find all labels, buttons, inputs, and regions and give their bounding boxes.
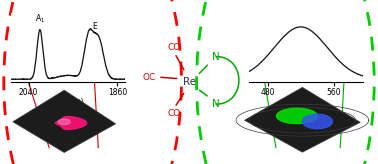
Polygon shape — [55, 117, 87, 129]
Polygon shape — [245, 87, 360, 152]
Text: N: N — [212, 52, 220, 62]
Polygon shape — [302, 114, 332, 129]
Polygon shape — [58, 119, 70, 125]
Text: CO: CO — [167, 109, 181, 118]
Text: E: E — [92, 22, 96, 31]
Text: OC: OC — [143, 73, 156, 82]
Text: CO: CO — [167, 43, 181, 52]
Text: A$_1$: A$_1$ — [35, 13, 45, 25]
Polygon shape — [13, 90, 116, 153]
Text: Re: Re — [183, 77, 195, 87]
Polygon shape — [277, 108, 318, 124]
X-axis label: σ (cm⁻¹): σ (cm⁻¹) — [52, 98, 84, 107]
Text: N: N — [212, 99, 220, 109]
X-axis label: λ (nm): λ (nm) — [294, 98, 319, 107]
